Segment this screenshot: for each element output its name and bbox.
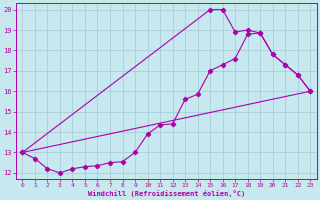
X-axis label: Windchill (Refroidissement éolien,°C): Windchill (Refroidissement éolien,°C): [88, 190, 245, 197]
